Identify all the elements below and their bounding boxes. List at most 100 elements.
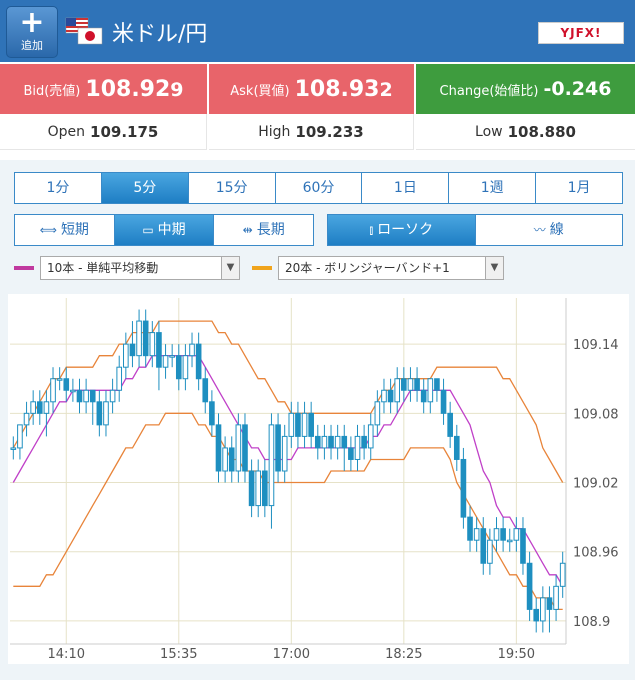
candle-body <box>156 332 162 368</box>
window-icon: ▭ <box>142 223 154 237</box>
candle-body <box>23 412 30 426</box>
candle-body <box>103 401 109 426</box>
candle-body <box>17 424 23 449</box>
candle-body <box>553 585 559 610</box>
candle-body <box>301 412 308 437</box>
candle-body <box>189 343 195 357</box>
chevron-down-icon: ▼ <box>221 257 239 279</box>
tab-mid-term[interactable]: ▭ 中期 <box>114 215 215 245</box>
ma-indicator: 10本 - 単純平均移動 ▼ <box>14 256 240 280</box>
chevron-down-icon: ▼ <box>485 257 503 279</box>
candle-body <box>228 447 235 472</box>
candle-body <box>374 401 381 426</box>
bb-select[interactable]: 20本 - ボリンジャーバンド+1 ▼ <box>278 256 504 280</box>
candle-body <box>493 528 500 541</box>
tab-1week[interactable]: 1週 <box>449 173 537 203</box>
y-tick-label: 108.9 <box>573 615 610 630</box>
tab-long-term[interactable]: ⇹ 長期 <box>242 222 285 238</box>
candle-body <box>281 435 288 472</box>
candle-body <box>526 562 533 610</box>
candle-body <box>222 447 228 472</box>
app-header: + 追加 米ドル/円 YJFX! <box>0 0 635 62</box>
candle-body <box>321 435 328 449</box>
candle-body <box>70 389 76 393</box>
term-tabs: ⟺ 短期 ▭ 中期 ⇹ 長期 <box>14 214 314 246</box>
candle-body <box>76 389 83 403</box>
tab-1day[interactable]: 1日 <box>362 173 450 203</box>
ask-label: Ask(買値) <box>230 83 290 99</box>
tab-5min[interactable]: 5分 <box>101 173 189 203</box>
plus-icon: + <box>19 5 45 40</box>
candle-body <box>308 412 314 437</box>
candle-body <box>500 528 506 541</box>
candle-body <box>348 447 354 460</box>
candle-body <box>546 597 553 610</box>
candle-body <box>142 320 149 357</box>
candle-body <box>255 470 262 507</box>
candle-body <box>513 528 520 541</box>
candle-body <box>30 401 36 414</box>
open-stat: Open 109.175 <box>0 114 207 150</box>
change-label: Change(始値比) <box>439 83 539 99</box>
tab-short-term[interactable]: ⟺ 短期 <box>15 215 115 245</box>
bb-indicator: 20本 - ボリンジャーバンド+1 ▼ <box>252 256 504 280</box>
x-tick-label: 17:00 <box>273 647 310 662</box>
tab-line[interactable]: 〰線 <box>533 222 564 238</box>
bid-panel: Bid(売値) 108.929 <box>0 64 207 114</box>
candle-body <box>361 435 367 449</box>
tab-1min[interactable]: 1分 <box>15 173 102 203</box>
price-chart[interactable]: 109.14 109.08 109.02 108.96 108.9 14:10 15:35 1… <box>8 294 629 664</box>
change-panel: Change(始値比) -0.246 <box>416 64 635 114</box>
candle-body <box>109 389 116 403</box>
ask-value: 108.932 <box>294 76 393 102</box>
open-value: 109.175 <box>90 122 159 141</box>
candle-body <box>460 458 467 518</box>
candle-body <box>96 401 103 426</box>
y-tick-label: 108.96 <box>573 546 619 561</box>
candle-body <box>169 355 175 358</box>
candle-body <box>242 424 248 472</box>
candle-body <box>387 389 394 403</box>
candlestick-icon: ⫾ <box>369 223 374 237</box>
add-button[interactable]: + 追加 <box>6 6 58 58</box>
candle-body <box>116 366 123 391</box>
us-jp-flag-icon <box>65 17 103 45</box>
candle-body <box>480 528 487 564</box>
candle-body <box>559 562 566 587</box>
candle-body <box>540 597 546 622</box>
candle-body <box>149 332 156 357</box>
open-label: Open <box>47 123 86 140</box>
candle-body <box>83 389 89 403</box>
high-stat: High 109.233 <box>209 114 414 150</box>
tab-60min[interactable]: 60分 <box>276 173 363 203</box>
ask-panel: Ask(買値) 108.932 <box>209 64 414 114</box>
high-label: High <box>258 123 291 140</box>
candle-body <box>381 389 387 403</box>
candle-body <box>447 412 453 437</box>
change-value: -0.246 <box>543 78 612 100</box>
tab-15min[interactable]: 15分 <box>189 173 276 203</box>
high-value: 109.233 <box>295 122 364 141</box>
candle-body <box>533 608 540 622</box>
candle-body <box>262 470 268 507</box>
compress-icon: ⟺ <box>39 223 57 237</box>
brand-logo: YJFX! <box>538 22 624 44</box>
low-label: Low <box>475 123 503 140</box>
tab-candlestick[interactable]: ⫾ ローソク <box>328 215 476 245</box>
y-tick-label: 109.02 <box>573 477 619 492</box>
x-tick-label: 19:50 <box>498 647 535 662</box>
tab-1month[interactable]: 1月 <box>567 180 591 196</box>
x-tick-label: 14:10 <box>48 647 85 662</box>
ma-select[interactable]: 10本 - 単純平均移動 ▼ <box>40 256 240 280</box>
candle-body <box>407 378 414 391</box>
candle-body <box>295 412 301 437</box>
candle-body <box>10 447 17 450</box>
candle-body <box>136 320 142 357</box>
candle-body <box>420 389 427 403</box>
candle-body <box>414 378 420 391</box>
bid-label: Bid(売値) <box>23 83 81 99</box>
candle-body <box>328 435 334 449</box>
candle-body <box>354 435 361 460</box>
candle-body <box>202 378 209 403</box>
candle-body <box>209 401 215 426</box>
